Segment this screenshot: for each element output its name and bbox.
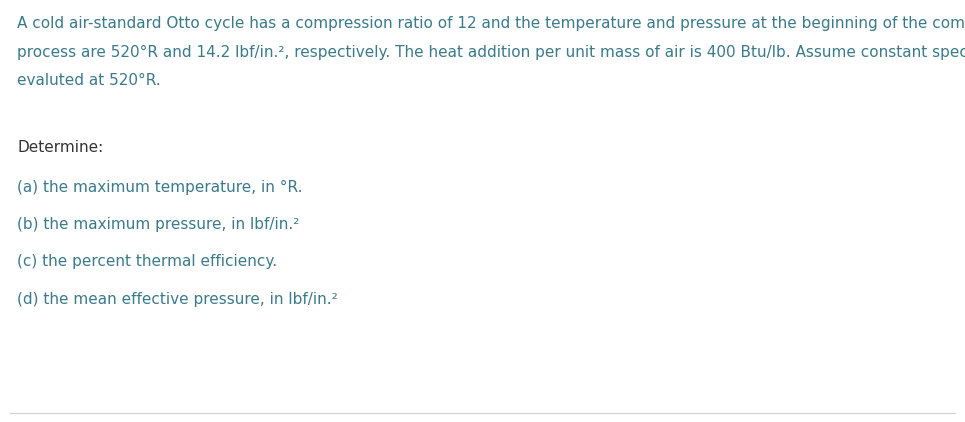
Text: Determine:: Determine:	[17, 140, 103, 155]
Text: process are 520°R and 14.2 lbf/in.², respectively. The heat addition per unit ma: process are 520°R and 14.2 lbf/in.², res…	[17, 45, 965, 60]
Text: (a) the maximum temperature, in °R.: (a) the maximum temperature, in °R.	[17, 180, 303, 195]
Text: A cold air-standard Otto cycle has a compression ratio of 12 and the temperature: A cold air-standard Otto cycle has a com…	[17, 16, 965, 31]
Text: (b) the maximum pressure, in lbf/in.²: (b) the maximum pressure, in lbf/in.²	[17, 217, 300, 233]
Text: (c) the percent thermal efficiency.: (c) the percent thermal efficiency.	[17, 254, 278, 270]
Text: (d) the mean effective pressure, in lbf/in.²: (d) the mean effective pressure, in lbf/…	[17, 292, 338, 307]
Text: evaluted at 520°R.: evaluted at 520°R.	[17, 73, 161, 89]
